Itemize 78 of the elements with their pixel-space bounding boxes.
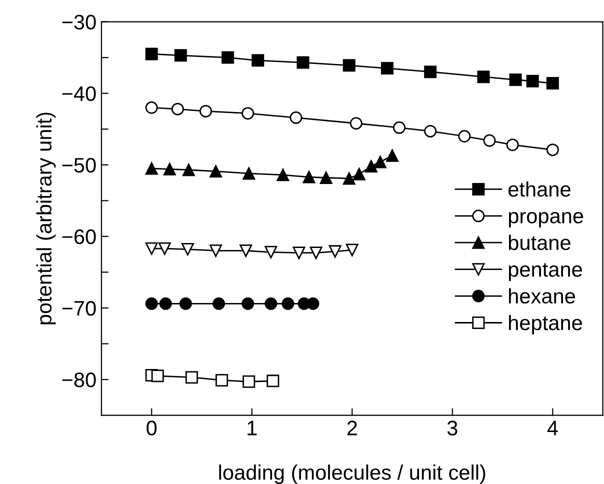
point [185, 371, 198, 384]
point [264, 297, 278, 310]
point [477, 70, 490, 84]
point [145, 48, 158, 60]
point [242, 297, 254, 310]
point [276, 168, 290, 182]
legend-label: butane [508, 234, 570, 250]
point [509, 73, 522, 86]
x-tick-label: 0 [146, 420, 157, 436]
point [290, 111, 302, 124]
point [179, 297, 192, 310]
point [240, 244, 252, 257]
point [158, 242, 171, 255]
y-tick-label: −60 [62, 229, 96, 244]
point [328, 245, 342, 258]
point [181, 243, 194, 256]
point [350, 117, 362, 130]
point [302, 170, 316, 184]
point [393, 121, 406, 134]
y-tick-label: −70 [62, 300, 96, 316]
point [342, 172, 356, 185]
x-tick-label: 2 [347, 420, 357, 436]
point [210, 165, 222, 178]
point [526, 74, 539, 88]
point [159, 297, 172, 310]
point [506, 138, 519, 152]
point [212, 297, 226, 310]
point [174, 49, 187, 62]
point [145, 162, 158, 175]
x-tick-label: 4 [547, 420, 558, 436]
point [252, 54, 264, 67]
point [320, 171, 332, 184]
point [380, 62, 394, 75]
point [182, 164, 195, 176]
x-tick-label: 1 [248, 420, 257, 436]
point [292, 246, 306, 260]
point [458, 130, 471, 142]
point [242, 167, 256, 180]
y-tick-label: −80 [62, 372, 96, 388]
y-tick-label: −50 [62, 158, 96, 173]
legend-label: ethane [508, 181, 570, 197]
point [222, 51, 234, 64]
point [163, 162, 176, 176]
point [546, 144, 559, 156]
point [364, 160, 378, 173]
legend-label: heptane [509, 314, 582, 334]
point [145, 297, 158, 310]
y-axis-title: potential (arbitrary unit) [36, 112, 56, 324]
point [145, 101, 158, 114]
point [266, 374, 280, 388]
point [346, 244, 358, 256]
point [199, 104, 212, 118]
point [282, 297, 294, 310]
point [546, 77, 559, 90]
point [374, 156, 386, 168]
point [342, 59, 356, 72]
x-axis-title: loading (molecules / unit cell) [219, 464, 486, 484]
legend-label: pentane [508, 263, 582, 281]
x-tick-label: 3 [447, 420, 458, 436]
point [386, 149, 398, 162]
point [242, 375, 256, 388]
y-tick-label: −30 [62, 14, 96, 30]
y-tick-label: −40 [62, 86, 96, 102]
point [264, 246, 278, 258]
point [242, 107, 254, 120]
point [424, 66, 437, 78]
point [171, 102, 184, 116]
point [310, 246, 322, 260]
point [483, 134, 496, 147]
point [210, 244, 222, 257]
point [352, 168, 366, 180]
legend-label: hexane [509, 288, 576, 304]
point [216, 374, 228, 386]
point [424, 124, 437, 138]
point [151, 370, 164, 382]
point [296, 56, 310, 69]
legend-label: propane [508, 212, 584, 228]
point [145, 242, 158, 255]
